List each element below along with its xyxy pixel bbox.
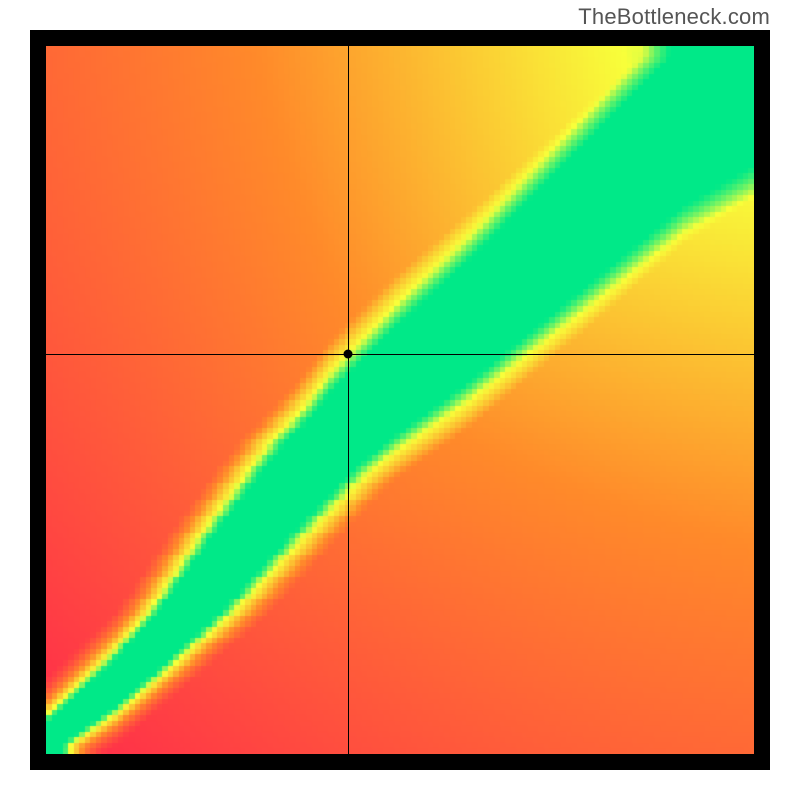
heatmap-canvas [46, 46, 754, 754]
plot-area [46, 46, 754, 754]
plot-frame [30, 30, 770, 770]
crosshair-horizontal [46, 354, 754, 355]
brand-label: TheBottleneck.com [578, 4, 770, 30]
data-point-marker [344, 349, 353, 358]
crosshair-vertical [348, 46, 349, 754]
